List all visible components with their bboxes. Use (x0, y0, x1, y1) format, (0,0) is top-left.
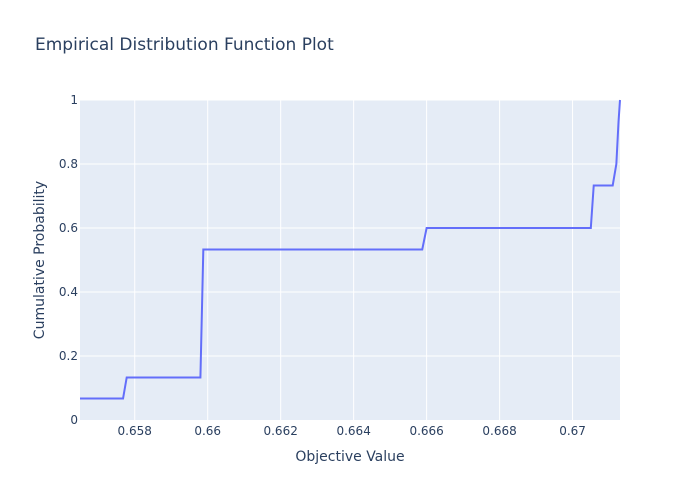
x-tick-label: 0.662 (263, 424, 297, 438)
chart-title: Empirical Distribution Function Plot (35, 35, 334, 55)
x-tick-label: 0.664 (336, 424, 370, 438)
x-grid (134, 100, 574, 420)
y-tick-label: 0 (70, 413, 78, 427)
plot-area (80, 100, 620, 420)
x-tick-label: 0.66 (194, 424, 221, 438)
x-axis-title: Objective Value (295, 449, 404, 465)
y-axis-title: Cumulative Probability (32, 181, 48, 339)
x-tick-label: 0.658 (118, 424, 152, 438)
y-tick-label: 1 (70, 93, 78, 107)
x-tick-label: 0.666 (409, 424, 443, 438)
x-tick-label: 0.668 (482, 424, 516, 438)
y-tick-label: 0.2 (59, 349, 78, 363)
y-tick-label: 0.6 (59, 221, 78, 235)
y-axis-ticks: 0 0.2 0.4 0.6 0.8 1 (59, 93, 78, 427)
edf-line (80, 99, 621, 400)
y-tick-label: 0.4 (59, 285, 78, 299)
x-tick-label: 0.67 (559, 424, 586, 438)
y-tick-label: 0.8 (59, 157, 78, 171)
x-axis-ticks: 0.658 0.66 0.662 0.664 0.666 0.668 0.67 (118, 424, 586, 438)
